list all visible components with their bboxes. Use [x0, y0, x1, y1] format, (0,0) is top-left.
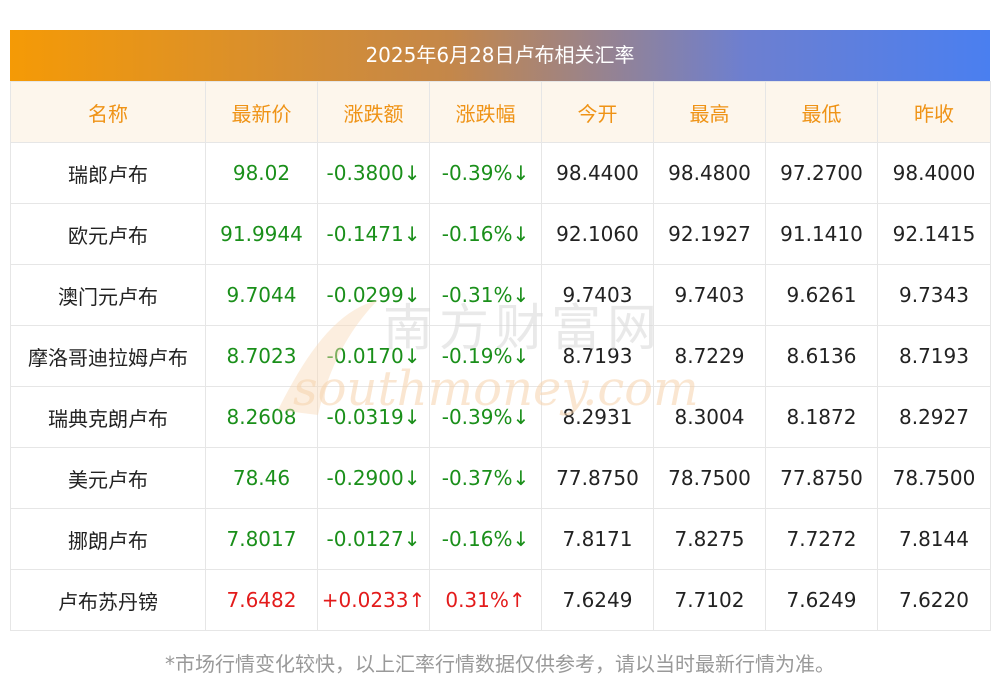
- cell-latest: 7.6482: [205, 569, 318, 631]
- header-latest: 最新价: [205, 81, 318, 143]
- cell-latest: 98.02: [205, 142, 318, 204]
- cell-prev-close: 7.8144: [877, 508, 991, 570]
- header-high: 最高: [653, 81, 766, 143]
- cell-change: -0.2900↓: [317, 447, 430, 509]
- cell-name: 瑞郎卢布: [10, 142, 206, 204]
- cell-high: 9.7403: [653, 264, 766, 326]
- cell-change: -0.0319↓: [317, 386, 430, 448]
- table-row: 瑞郎卢布 98.02 -0.3800↓ -0.39%↓ 98.4400 98.4…: [10, 142, 991, 204]
- cell-name: 欧元卢布: [10, 203, 206, 265]
- cell-prev-close: 92.1415: [877, 203, 991, 265]
- cell-name: 挪朗卢布: [10, 508, 206, 570]
- cell-low: 77.8750: [765, 447, 878, 509]
- cell-high: 7.7102: [653, 569, 766, 631]
- cell-low: 7.7272: [765, 508, 878, 570]
- cell-change-pct: -0.19%↓: [429, 325, 542, 387]
- cell-open: 9.7403: [541, 264, 654, 326]
- header-change: 涨跌额: [317, 81, 430, 143]
- cell-open: 8.2931: [541, 386, 654, 448]
- cell-open: 98.4400: [541, 142, 654, 204]
- header-low: 最低: [765, 81, 878, 143]
- table-row: 摩洛哥迪拉姆卢布 8.7023 -0.0170↓ -0.19%↓ 8.7193 …: [10, 325, 991, 387]
- cell-name: 卢布苏丹镑: [10, 569, 206, 631]
- header-open: 今开: [541, 81, 654, 143]
- cell-high: 78.7500: [653, 447, 766, 509]
- cell-open: 7.8171: [541, 508, 654, 570]
- cell-low: 8.1872: [765, 386, 878, 448]
- cell-name: 澳门元卢布: [10, 264, 206, 326]
- cell-low: 7.6249: [765, 569, 878, 631]
- cell-latest: 7.8017: [205, 508, 318, 570]
- cell-high: 92.1927: [653, 203, 766, 265]
- table-row: 卢布苏丹镑 7.6482 +0.0233↑ 0.31%↑ 7.6249 7.71…: [10, 569, 991, 631]
- cell-prev-close: 7.6220: [877, 569, 991, 631]
- header-change-pct: 涨跌幅: [429, 81, 542, 143]
- cell-open: 8.7193: [541, 325, 654, 387]
- table-row: 澳门元卢布 9.7044 -0.0299↓ -0.31%↓ 9.7403 9.7…: [10, 264, 991, 326]
- cell-change: -0.0299↓: [317, 264, 430, 326]
- table-title: 2025年6月28日卢布相关汇率: [10, 30, 990, 81]
- cell-open: 92.1060: [541, 203, 654, 265]
- table-row: 美元卢布 78.46 -0.2900↓ -0.37%↓ 77.8750 78.7…: [10, 447, 991, 509]
- header-prev-close: 昨收: [877, 81, 991, 143]
- cell-change: +0.0233↑: [317, 569, 430, 631]
- cell-change: -0.0170↓: [317, 325, 430, 387]
- cell-low: 97.2700: [765, 142, 878, 204]
- cell-name: 摩洛哥迪拉姆卢布: [10, 325, 206, 387]
- cell-name: 美元卢布: [10, 447, 206, 509]
- cell-change-pct: -0.37%↓: [429, 447, 542, 509]
- cell-open: 77.8750: [541, 447, 654, 509]
- cell-change-pct: -0.16%↓: [429, 508, 542, 570]
- cell-change: -0.3800↓: [317, 142, 430, 204]
- table-row: 瑞典克朗卢布 8.2608 -0.0319↓ -0.39%↓ 8.2931 8.…: [10, 386, 991, 448]
- cell-change-pct: -0.39%↓: [429, 386, 542, 448]
- cell-low: 9.6261: [765, 264, 878, 326]
- disclaimer-footnote: *市场行情变化较快，以上汇率行情数据仅供参考，请以当时最新行情为准。: [165, 652, 835, 676]
- cell-high: 7.8275: [653, 508, 766, 570]
- cell-high: 8.3004: [653, 386, 766, 448]
- header-name: 名称: [10, 81, 206, 143]
- cell-prev-close: 78.7500: [877, 447, 991, 509]
- table-row: 欧元卢布 91.9944 -0.1471↓ -0.16%↓ 92.1060 92…: [10, 203, 991, 265]
- cell-change: -0.0127↓: [317, 508, 430, 570]
- cell-prev-close: 98.4000: [877, 142, 991, 204]
- header-row: 名称 最新价 涨跌额 涨跌幅 今开 最高 最低 昨收: [10, 81, 991, 143]
- cell-latest: 9.7044: [205, 264, 318, 326]
- cell-high: 98.4800: [653, 142, 766, 204]
- cell-prev-close: 9.7343: [877, 264, 991, 326]
- cell-change-pct: -0.39%↓: [429, 142, 542, 204]
- cell-latest: 91.9944: [205, 203, 318, 265]
- cell-change-pct: -0.31%↓: [429, 264, 542, 326]
- cell-high: 8.7229: [653, 325, 766, 387]
- cell-latest: 8.7023: [205, 325, 318, 387]
- cell-change-pct: -0.16%↓: [429, 203, 542, 265]
- cell-prev-close: 8.7193: [877, 325, 991, 387]
- cell-latest: 78.46: [205, 447, 318, 509]
- cell-prev-close: 8.2927: [877, 386, 991, 448]
- cell-latest: 8.2608: [205, 386, 318, 448]
- cell-low: 91.1410: [765, 203, 878, 265]
- cell-name: 瑞典克朗卢布: [10, 386, 206, 448]
- cell-low: 8.6136: [765, 325, 878, 387]
- table-row: 挪朗卢布 7.8017 -0.0127↓ -0.16%↓ 7.8171 7.82…: [10, 508, 991, 570]
- cell-open: 7.6249: [541, 569, 654, 631]
- cell-change: -0.1471↓: [317, 203, 430, 265]
- cell-change-pct: 0.31%↑: [429, 569, 542, 631]
- exchange-rate-table: 名称 最新价 涨跌额 涨跌幅 今开 最高 最低 昨收 瑞郎卢布 98.02 -0…: [10, 81, 991, 631]
